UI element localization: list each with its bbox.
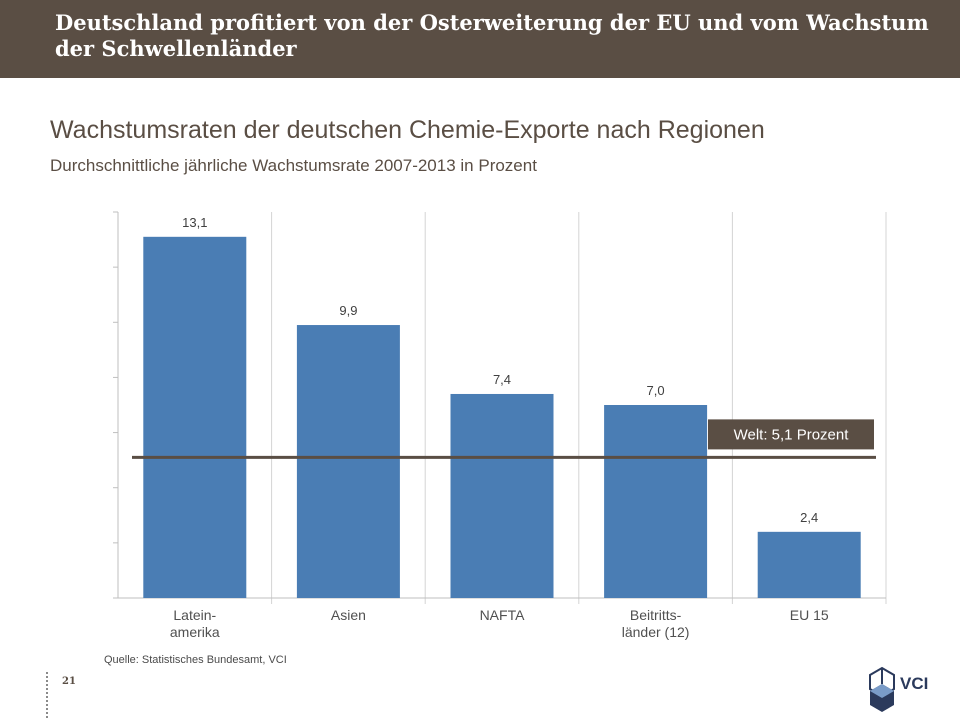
bar bbox=[143, 236, 247, 599]
chart-title: Wachstumsraten der deutschen Chemie-Expo… bbox=[50, 116, 765, 144]
vci-logo-icon: VCI bbox=[869, 666, 928, 712]
source-note: Quelle: Statistisches Bundesamt, VCI bbox=[104, 654, 287, 666]
data-label: 2,4 bbox=[800, 510, 818, 525]
header-title: Deutschland profitiert von der Osterweit… bbox=[55, 10, 929, 61]
page-number: 21 bbox=[62, 676, 76, 687]
data-label: 7,0 bbox=[647, 383, 665, 398]
vci-logo-text: VCI bbox=[900, 674, 928, 693]
world-average-label: Welt: 5,1 Prozent bbox=[734, 426, 850, 443]
bar bbox=[296, 325, 400, 598]
chart-subtitle: Durchschnittliche jährliche Wachstumsrat… bbox=[50, 156, 537, 175]
x-tick-label: länder (12) bbox=[622, 624, 690, 640]
x-tick-label: amerika bbox=[170, 624, 220, 640]
x-tick-label: Latein- bbox=[173, 607, 216, 623]
x-tick-label: EU 15 bbox=[790, 607, 829, 623]
data-label: 13,1 bbox=[182, 215, 207, 230]
bar bbox=[450, 393, 554, 598]
x-tick-label: Beitritts- bbox=[630, 607, 682, 623]
world-average-label-box bbox=[708, 419, 874, 450]
data-label: 9,9 bbox=[339, 303, 357, 318]
bar bbox=[604, 405, 708, 598]
data-label: 7,4 bbox=[493, 372, 511, 387]
x-tick-label: NAFTA bbox=[480, 607, 526, 623]
bar bbox=[757, 531, 861, 598]
header-bar: Deutschland profitiert von der Osterweit… bbox=[0, 0, 960, 78]
x-tick-label: Asien bbox=[331, 607, 366, 623]
page-number-divider bbox=[46, 672, 50, 718]
